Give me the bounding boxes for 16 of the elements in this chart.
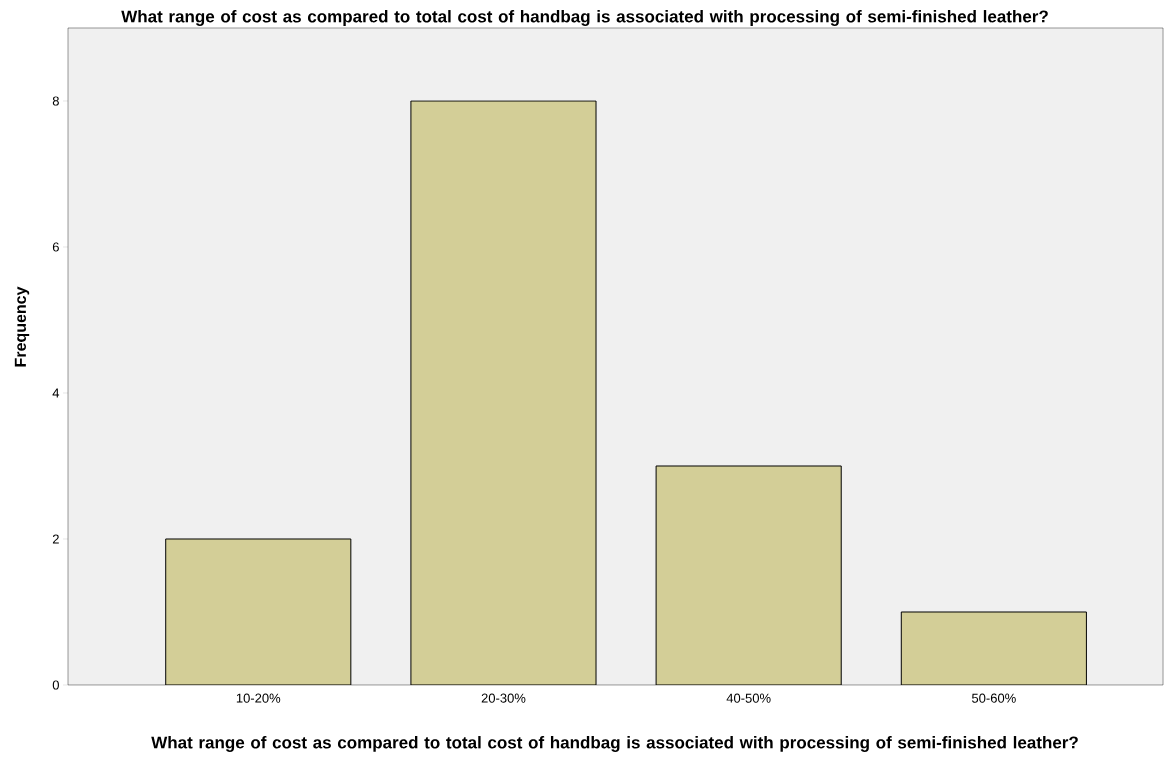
x-tick-label: 20-30% [481, 693, 526, 703]
x-tick-label: 10-20% [236, 693, 281, 703]
chart-title: What range of cost as compared to total cost of handbag is associated with processing of semi-finished leather? [121, 10, 1048, 26]
bar [900, 611, 1087, 685]
y-tick-label: 2 [52, 534, 59, 544]
y-tick-label: 4 [52, 388, 60, 398]
y-tick-label: 0 [52, 680, 59, 690]
bar [165, 538, 352, 685]
y-axis-title: Frequency [14, 286, 30, 367]
y-tick-label: 8 [52, 96, 59, 106]
x-axis-title: What range of cost as compared to total cost of handbag is associated with processing of semi-finished leather? [151, 736, 1078, 752]
bar [656, 465, 842, 685]
x-tick-label: 50-60% [971, 693, 1016, 703]
y-tick-label: 6 [52, 242, 59, 252]
bar [410, 100, 597, 685]
x-tick-label: 40-50% [726, 693, 771, 703]
